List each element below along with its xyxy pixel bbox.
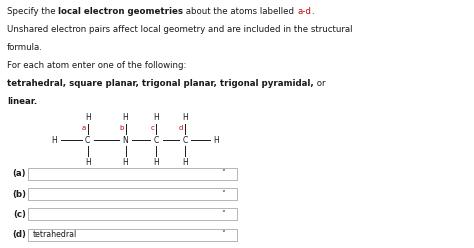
Text: H: H (85, 158, 91, 167)
Text: a: a (82, 125, 86, 131)
Text: (c): (c) (13, 210, 26, 219)
FancyBboxPatch shape (28, 208, 237, 220)
Text: or: or (314, 79, 325, 88)
FancyBboxPatch shape (28, 168, 237, 180)
Text: a-d: a-d (297, 7, 311, 16)
Text: C: C (154, 136, 159, 145)
FancyBboxPatch shape (28, 188, 237, 200)
Text: (a): (a) (13, 169, 26, 178)
Text: C: C (182, 136, 188, 145)
Text: For each atom enter one of the following:: For each atom enter one of the following… (7, 61, 186, 70)
Text: Unshared electron pairs affect local geometry and are included in the structural: Unshared electron pairs affect local geo… (7, 25, 353, 34)
Text: tetrahedral: tetrahedral (33, 230, 77, 239)
Text: H: H (85, 113, 91, 122)
Text: ˅: ˅ (221, 169, 225, 178)
Text: H: H (123, 113, 128, 122)
Text: ˅: ˅ (221, 190, 225, 199)
Text: H: H (182, 113, 188, 122)
Text: C: C (85, 136, 91, 145)
Text: H: H (123, 158, 128, 167)
Text: Specify the: Specify the (7, 7, 58, 16)
Text: formula.: formula. (7, 43, 43, 52)
Text: local electron geometries: local electron geometries (58, 7, 183, 16)
Text: c: c (151, 125, 155, 131)
Text: H: H (213, 136, 219, 145)
Text: H: H (52, 136, 57, 145)
Text: (b): (b) (12, 190, 26, 199)
Text: d: d (179, 125, 183, 131)
FancyBboxPatch shape (28, 229, 237, 241)
Text: ˅: ˅ (221, 230, 225, 239)
Text: about the atoms labelled: about the atoms labelled (183, 7, 297, 16)
Text: H: H (154, 158, 159, 167)
Text: b: b (119, 125, 124, 131)
Text: H: H (182, 158, 188, 167)
Text: (d): (d) (12, 230, 26, 239)
Text: N: N (123, 136, 128, 145)
Text: .: . (311, 7, 314, 16)
Text: linear.: linear. (7, 97, 37, 106)
Text: ˅: ˅ (221, 210, 225, 219)
Text: H: H (154, 113, 159, 122)
Text: tetrahedral, square planar, trigonal planar, trigonal pyramidal,: tetrahedral, square planar, trigonal pla… (7, 79, 314, 88)
